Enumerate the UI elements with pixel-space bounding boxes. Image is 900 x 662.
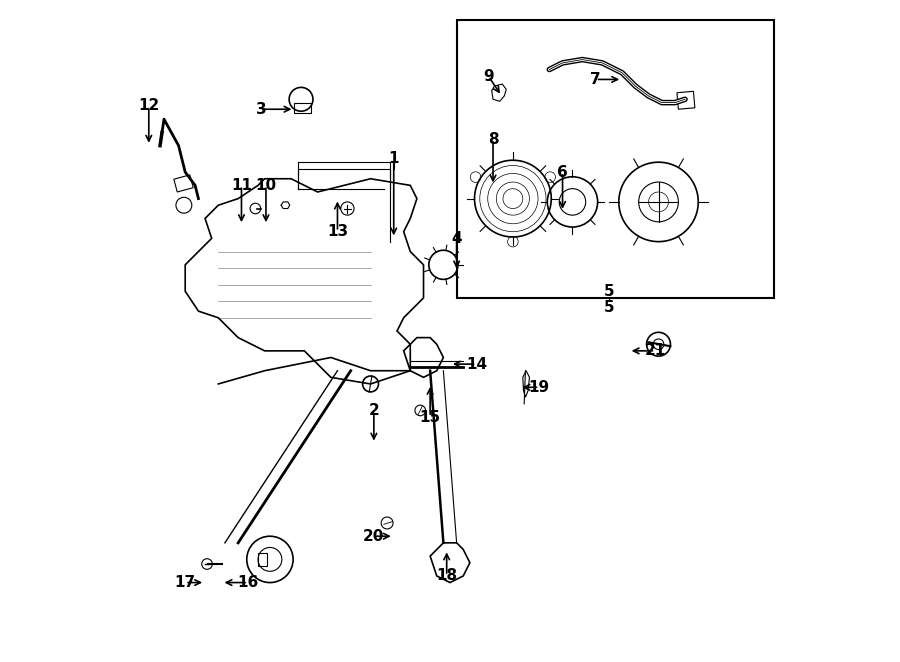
Text: 20: 20: [364, 529, 384, 544]
Text: 1: 1: [389, 152, 399, 166]
Text: 11: 11: [231, 178, 252, 193]
Text: 19: 19: [529, 380, 550, 395]
Bar: [294, 103, 311, 113]
Bar: [174, 175, 194, 192]
Text: 17: 17: [175, 575, 196, 590]
Bar: [677, 91, 695, 109]
Text: 5: 5: [604, 301, 614, 315]
Text: 21: 21: [644, 344, 666, 358]
Text: 2: 2: [368, 403, 379, 418]
Text: 5: 5: [604, 284, 614, 299]
Text: 4: 4: [451, 231, 462, 246]
Text: 7: 7: [590, 72, 601, 87]
Text: 16: 16: [238, 575, 258, 590]
Bar: [258, 553, 266, 566]
Text: 18: 18: [436, 569, 457, 583]
Text: 13: 13: [327, 224, 348, 239]
Text: 9: 9: [483, 69, 494, 83]
Text: 14: 14: [466, 357, 487, 371]
Text: 8: 8: [488, 132, 499, 146]
Text: 12: 12: [139, 99, 159, 113]
Text: 6: 6: [557, 165, 568, 179]
Bar: [456, 20, 774, 298]
Text: 3: 3: [256, 102, 266, 117]
Text: 10: 10: [256, 178, 276, 193]
Text: 15: 15: [419, 410, 441, 424]
